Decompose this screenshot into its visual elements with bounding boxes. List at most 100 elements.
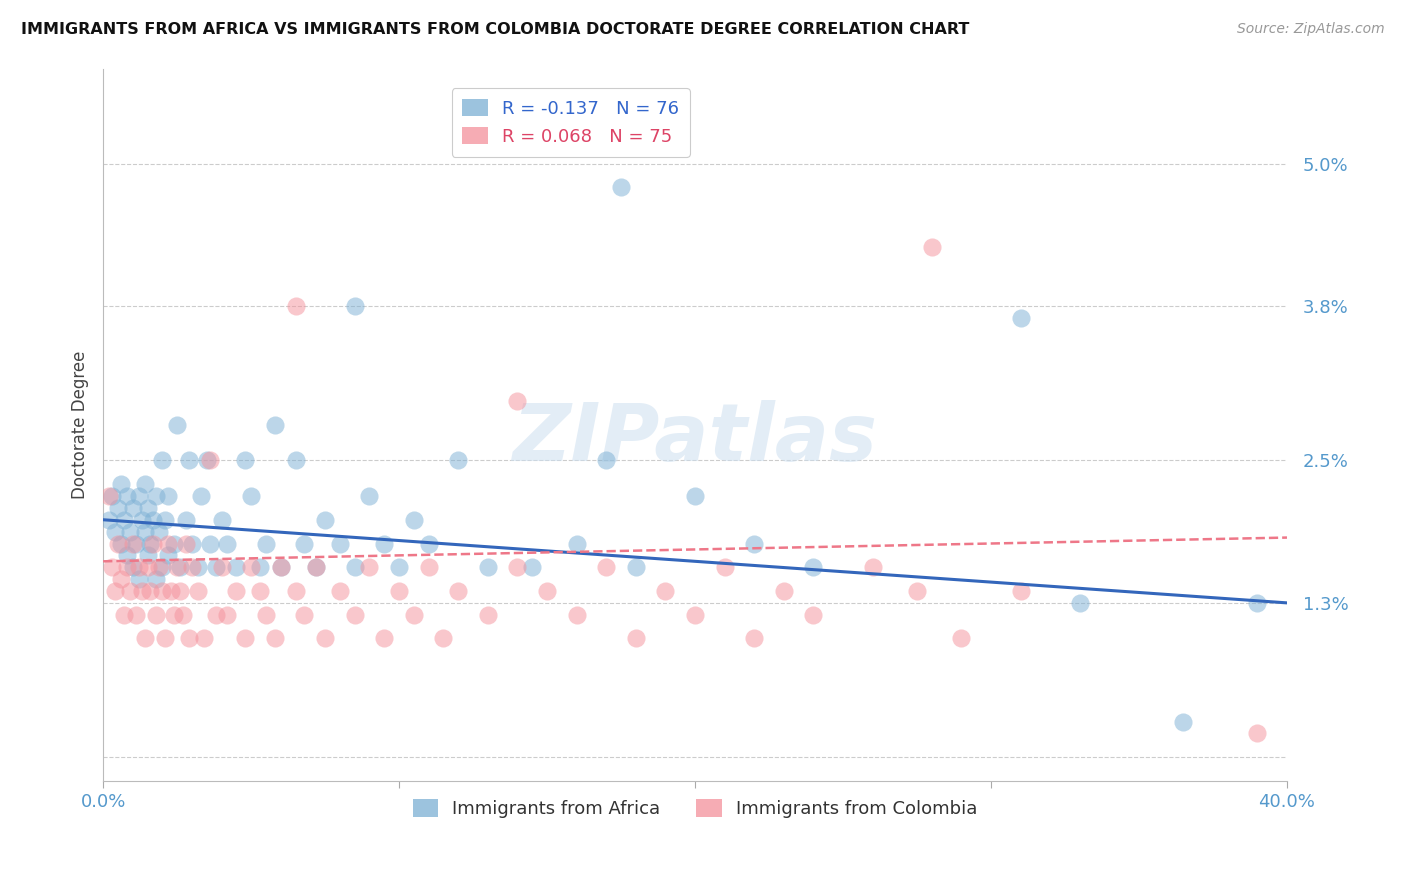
Point	[233, 632, 256, 646]
Point	[142, 536, 165, 550]
Point	[862, 560, 884, 574]
Point	[905, 584, 928, 599]
Point	[742, 536, 765, 550]
Point	[217, 536, 239, 550]
Point	[139, 584, 162, 599]
Point	[447, 584, 470, 599]
Point	[432, 632, 454, 646]
Point	[121, 560, 143, 574]
Point	[121, 500, 143, 515]
Point	[166, 560, 188, 574]
Point	[388, 584, 411, 599]
Point	[136, 560, 159, 574]
Point	[402, 607, 425, 622]
Point	[343, 607, 366, 622]
Point	[595, 453, 617, 467]
Point	[402, 513, 425, 527]
Point	[110, 477, 132, 491]
Point	[169, 584, 191, 599]
Point	[177, 632, 200, 646]
Point	[921, 240, 943, 254]
Point	[180, 536, 202, 550]
Point	[172, 607, 194, 622]
Point	[418, 560, 440, 574]
Point	[195, 453, 218, 467]
Point	[610, 180, 633, 194]
Point	[624, 632, 647, 646]
Point	[1010, 584, 1032, 599]
Point	[145, 607, 167, 622]
Point	[329, 536, 352, 550]
Point	[150, 584, 173, 599]
Point	[254, 536, 277, 550]
Point	[950, 632, 973, 646]
Point	[506, 560, 529, 574]
Point	[772, 584, 794, 599]
Point	[388, 560, 411, 574]
Point	[98, 513, 121, 527]
Point	[145, 489, 167, 503]
Point	[125, 536, 148, 550]
Point	[240, 560, 263, 574]
Point	[136, 500, 159, 515]
Point	[565, 607, 588, 622]
Point	[565, 536, 588, 550]
Point	[134, 524, 156, 539]
Point	[139, 536, 162, 550]
Point	[683, 489, 706, 503]
Point	[263, 417, 285, 432]
Point	[112, 513, 135, 527]
Text: ZIPatlas: ZIPatlas	[513, 400, 877, 478]
Point	[110, 572, 132, 586]
Point	[742, 632, 765, 646]
Point	[233, 453, 256, 467]
Point	[624, 560, 647, 574]
Point	[128, 489, 150, 503]
Point	[134, 477, 156, 491]
Point	[157, 549, 180, 563]
Point	[305, 560, 328, 574]
Point	[157, 536, 180, 550]
Point	[477, 560, 499, 574]
Point	[249, 560, 271, 574]
Point	[522, 560, 544, 574]
Point	[305, 560, 328, 574]
Point	[180, 560, 202, 574]
Point	[204, 607, 226, 622]
Point	[373, 536, 395, 550]
Point	[506, 394, 529, 409]
Point	[595, 560, 617, 574]
Point	[1246, 596, 1268, 610]
Point	[131, 584, 153, 599]
Point	[249, 584, 271, 599]
Point	[1069, 596, 1091, 610]
Point	[803, 607, 825, 622]
Point	[284, 453, 307, 467]
Point	[536, 584, 558, 599]
Point	[240, 489, 263, 503]
Point	[160, 584, 183, 599]
Point	[292, 536, 315, 550]
Point	[148, 560, 170, 574]
Point	[373, 632, 395, 646]
Text: IMMIGRANTS FROM AFRICA VS IMMIGRANTS FROM COLOMBIA DOCTORATE DEGREE CORRELATION : IMMIGRANTS FROM AFRICA VS IMMIGRANTS FRO…	[21, 22, 970, 37]
Point	[343, 299, 366, 313]
Point	[359, 489, 381, 503]
Point	[713, 560, 735, 574]
Point	[98, 489, 121, 503]
Point	[115, 489, 138, 503]
Point	[187, 584, 209, 599]
Point	[211, 513, 233, 527]
Point	[148, 524, 170, 539]
Point	[683, 607, 706, 622]
Point	[115, 549, 138, 563]
Point	[418, 536, 440, 550]
Legend: Immigrants from Africa, Immigrants from Colombia: Immigrants from Africa, Immigrants from …	[405, 792, 984, 825]
Point	[163, 607, 186, 622]
Point	[163, 536, 186, 550]
Point	[107, 500, 129, 515]
Point	[128, 572, 150, 586]
Point	[292, 607, 315, 622]
Point	[145, 572, 167, 586]
Point	[101, 489, 124, 503]
